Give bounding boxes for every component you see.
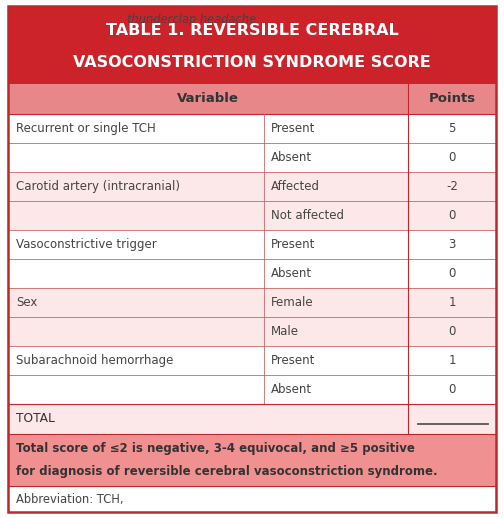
Bar: [408, 375, 496, 404]
Bar: [8, 114, 264, 143]
Text: Sex: Sex: [16, 296, 37, 309]
Text: 1: 1: [449, 354, 456, 367]
Bar: [8, 317, 264, 346]
Bar: [408, 317, 496, 346]
Bar: [408, 346, 496, 375]
Text: 1: 1: [449, 296, 456, 309]
Text: 0: 0: [449, 151, 456, 164]
Bar: [8, 434, 496, 486]
Bar: [408, 201, 496, 230]
Text: Affected: Affected: [271, 180, 320, 193]
Text: 0: 0: [449, 209, 456, 222]
Bar: [264, 201, 408, 230]
Bar: [8, 346, 264, 375]
Bar: [264, 317, 408, 346]
Text: Subarachnoid hemorrhage: Subarachnoid hemorrhage: [16, 354, 173, 367]
Text: 0: 0: [449, 267, 456, 280]
Text: Variable: Variable: [177, 93, 239, 106]
Bar: [264, 346, 408, 375]
Text: Abbreviation: TCH,: Abbreviation: TCH,: [16, 493, 127, 506]
Bar: [8, 259, 264, 288]
Bar: [264, 288, 408, 317]
Text: Absent: Absent: [271, 151, 312, 164]
Bar: [8, 172, 264, 201]
Bar: [8, 404, 496, 434]
Bar: [408, 143, 496, 172]
Bar: [8, 6, 496, 84]
Text: Present: Present: [271, 238, 316, 251]
Text: Total score of ≤2 is negative, 3-4 equivocal, and ≥5 positive: Total score of ≤2 is negative, 3-4 equiv…: [16, 442, 415, 455]
Bar: [264, 143, 408, 172]
Text: TABLE 1. REVERSIBLE CEREBRAL: TABLE 1. REVERSIBLE CEREBRAL: [106, 23, 398, 38]
Bar: [8, 288, 264, 317]
Text: Present: Present: [271, 122, 316, 135]
Text: TOTAL: TOTAL: [16, 412, 55, 425]
Text: Recurrent or single TCH: Recurrent or single TCH: [16, 122, 156, 135]
Bar: [408, 172, 496, 201]
Text: Vasoconstrictive trigger: Vasoconstrictive trigger: [16, 238, 157, 251]
Text: 0: 0: [449, 325, 456, 338]
Bar: [408, 288, 496, 317]
Text: Carotid artery (intracranial): Carotid artery (intracranial): [16, 180, 180, 193]
Text: Male: Male: [271, 325, 299, 338]
Text: -2: -2: [446, 180, 458, 193]
Text: VASOCONSTRICTION SYNDROME SCORE: VASOCONSTRICTION SYNDROME SCORE: [73, 55, 431, 69]
Bar: [408, 114, 496, 143]
Bar: [8, 201, 264, 230]
Text: Present: Present: [271, 354, 316, 367]
Text: Absent: Absent: [271, 267, 312, 280]
Text: Not affected: Not affected: [271, 209, 344, 222]
Bar: [8, 230, 264, 259]
Bar: [8, 143, 264, 172]
Text: 0: 0: [449, 383, 456, 396]
Bar: [264, 259, 408, 288]
Bar: [264, 375, 408, 404]
Bar: [8, 375, 264, 404]
Bar: [264, 230, 408, 259]
Bar: [8, 486, 496, 512]
Text: thunderclap headache.: thunderclap headache.: [127, 12, 260, 25]
Text: for diagnosis of reversible cerebral vasoconstriction syndrome.: for diagnosis of reversible cerebral vas…: [16, 465, 437, 478]
Bar: [408, 259, 496, 288]
Bar: [408, 230, 496, 259]
Bar: [264, 172, 408, 201]
Text: Female: Female: [271, 296, 314, 309]
Text: 5: 5: [449, 122, 456, 135]
Text: Absent: Absent: [271, 383, 312, 396]
Text: 3: 3: [449, 238, 456, 251]
Bar: [264, 114, 408, 143]
Bar: [8, 84, 496, 114]
Text: Points: Points: [428, 93, 476, 106]
